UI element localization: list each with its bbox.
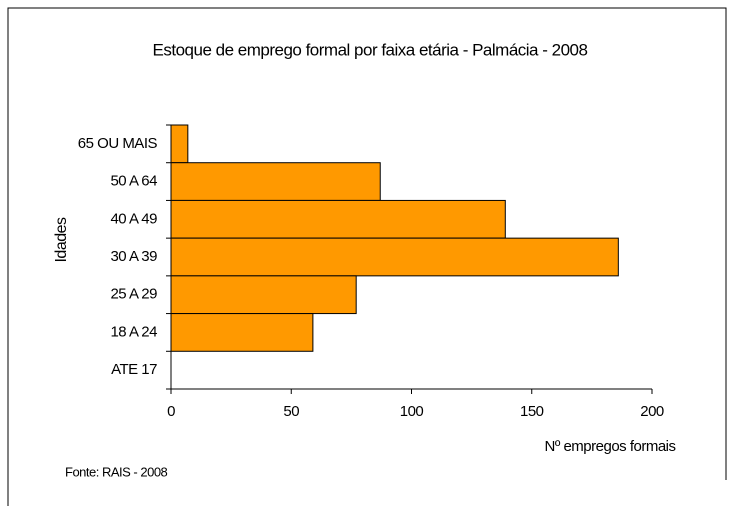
x-tick-label: 200 xyxy=(640,403,664,420)
frame xyxy=(7,7,727,506)
x-tick-label: 150 xyxy=(520,403,544,420)
y-tick-label: 30 A 39 xyxy=(110,248,157,265)
bar xyxy=(170,313,314,352)
y-tick-label: 65 OU MAIS xyxy=(78,135,158,152)
x-tick-label: 100 xyxy=(400,403,424,420)
y-axis-label: Idades xyxy=(53,217,70,263)
chart-title: Estoque de emprego formal por faixa etár… xyxy=(153,40,588,59)
x-tick-label: 0 xyxy=(167,403,175,420)
y-tick-label: 18 A 24 xyxy=(110,323,157,340)
bar xyxy=(170,124,189,164)
y-tick-label: 40 A 49 xyxy=(110,210,157,227)
y-tick-label: ATE 17 xyxy=(111,361,157,378)
y-tick-label: 25 A 29 xyxy=(110,286,157,303)
y-tick-label: 50 A 64 xyxy=(110,173,157,190)
bar xyxy=(170,237,619,277)
bar xyxy=(170,275,357,315)
bar xyxy=(170,162,381,201)
source: Fonte: RAIS - 2008 xyxy=(65,464,168,479)
x-axis-label: Nº empregos formais xyxy=(544,438,675,455)
bar xyxy=(170,199,506,239)
x-tick-label: 50 xyxy=(283,403,299,420)
